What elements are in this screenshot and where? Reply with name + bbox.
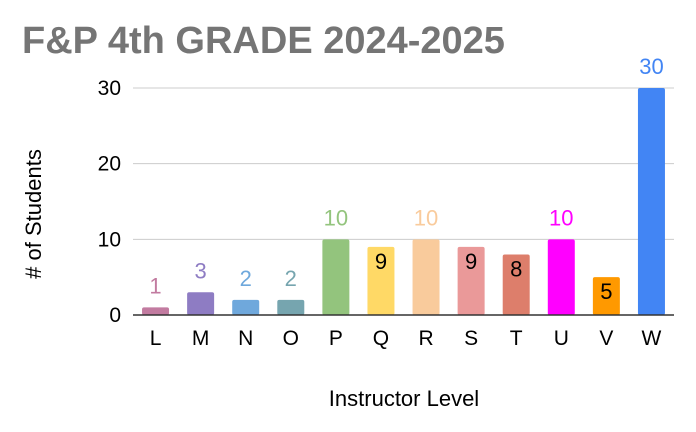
data-label-w: 30 (639, 54, 663, 79)
bars (142, 88, 665, 315)
x-axis-title: Instructor Level (329, 386, 479, 411)
bar-r (412, 239, 440, 315)
bar-u (547, 239, 575, 315)
bar-v (592, 277, 620, 315)
data-label-o: 2 (285, 266, 297, 291)
data-label-n: 2 (240, 266, 252, 291)
x-tick-label-v: V (599, 327, 613, 350)
x-tick-label-q: Q (373, 327, 389, 350)
data-label-s: 9 (465, 249, 477, 274)
bar-o (277, 299, 305, 315)
x-tick-label-s: S (464, 327, 478, 350)
x-tick-label-m: M (192, 327, 210, 350)
chart-title: F&P 4th GRADE 2024-2025 (22, 20, 505, 62)
y-tick-label: 30 (98, 77, 121, 100)
bar-s (457, 246, 485, 315)
data-label-m: 3 (195, 258, 207, 283)
x-tick-label-r: R (418, 327, 433, 350)
x-tick-label-o: O (283, 327, 299, 350)
y-axis-ticks: 0 10 20 30 (98, 77, 121, 327)
data-label-t: 8 (510, 256, 522, 281)
data-labels: 1 3 2 2 10 9 10 9 8 10 5 30 (149, 54, 663, 304)
x-tick-label-l: L (150, 327, 162, 350)
data-label-q: 9 (375, 249, 387, 274)
bar-w (637, 88, 665, 315)
bar-q (367, 246, 395, 315)
y-tick-label: 20 (98, 153, 121, 176)
bar-p (322, 239, 350, 315)
bar-l (142, 307, 170, 315)
y-tick-label: 10 (98, 228, 121, 251)
data-label-v: 5 (600, 279, 612, 304)
x-tick-label-t: T (510, 327, 523, 350)
data-label-r: 10 (414, 205, 438, 230)
data-label-p: 10 (324, 205, 348, 230)
x-tick-label-n: N (238, 327, 253, 350)
bar-m (187, 292, 215, 315)
y-tick-label: 0 (109, 304, 121, 327)
x-tick-label-w: W (642, 327, 662, 350)
x-tick-label-u: U (554, 327, 569, 350)
bar-t (502, 254, 530, 315)
x-tick-label-p: P (329, 327, 343, 350)
gridlines (133, 87, 674, 240)
bar-n (232, 299, 260, 315)
y-axis-title: # of Students (21, 149, 46, 279)
data-label-u: 10 (549, 205, 573, 230)
x-axis-ticks: L M N O P Q R S T U V W (150, 327, 662, 350)
data-label-l: 1 (149, 273, 161, 298)
